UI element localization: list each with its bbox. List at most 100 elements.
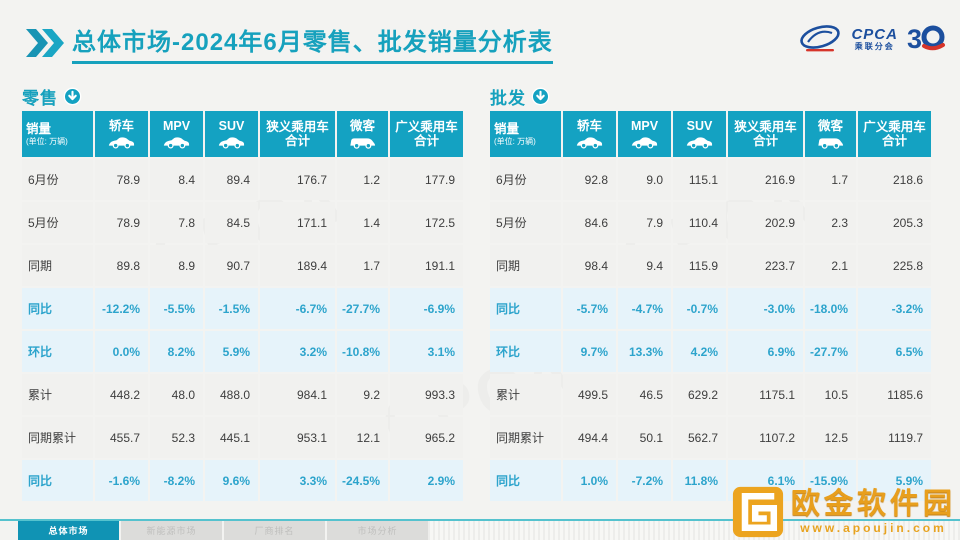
page-title-rest: -2024年6月零售、批发销量分析表 <box>172 29 553 56</box>
row-label: 累计 <box>22 374 93 415</box>
double-chevron-icon <box>26 29 64 57</box>
footer-tab-4[interactable]: 市场分析 <box>327 521 428 540</box>
row-label: 5月份 <box>22 202 93 243</box>
sedan-icon <box>576 137 603 149</box>
footer-tab-bar: 总体市场 新能源市场 厂商排名 市场分析 <box>18 521 428 540</box>
cell-value: 8.9 <box>150 245 203 286</box>
cell-value: 993.3 <box>390 374 463 415</box>
cell-value: 78.9 <box>95 202 148 243</box>
column-header-suv: SUV <box>205 111 258 157</box>
row-label: 同期 <box>490 245 561 286</box>
cell-value: 499.5 <box>563 374 616 415</box>
cpca-subtext: 乘联分会 <box>854 41 895 51</box>
circle-down-arrow-icon <box>531 87 550 105</box>
row-label: 同比 <box>22 288 93 329</box>
cpca-logo-text: CPCA 乘联分会 <box>851 27 898 51</box>
column-header-sales: 销量 (单位: 万辆) <box>22 111 93 157</box>
cell-value: 1175.1 <box>728 374 803 415</box>
anniversary-digit: 3 <box>906 23 922 54</box>
cell-value: 115.1 <box>673 159 726 200</box>
cell-value: 562.7 <box>673 417 726 458</box>
column-header-suv: SUV <box>673 111 726 157</box>
cell-value: 12.5 <box>805 417 856 458</box>
site-watermark: 欧金软件园 www.apoujin.com <box>732 486 956 538</box>
cell-value: 189.4 <box>260 245 335 286</box>
title-bar: 总体市场-2024年6月零售、批发销量分析表 <box>24 22 553 64</box>
gold-spiral-logo-icon <box>732 486 784 538</box>
cell-value: 171.1 <box>260 202 335 243</box>
cell-value: 89.4 <box>205 159 258 200</box>
cell-value: 172.5 <box>390 202 463 243</box>
cell-value: 12.1 <box>337 417 388 458</box>
cell-value: 8.4 <box>150 159 203 200</box>
cell-value: 223.7 <box>728 245 803 286</box>
cell-value: 9.7% <box>563 331 616 372</box>
cell-value: -5.5% <box>150 288 203 329</box>
column-header-narrow-pv-total: 狭义乘用车 合计 <box>728 111 803 157</box>
column-header-label: 微客 <box>349 119 375 134</box>
cell-value: 110.4 <box>673 202 726 243</box>
cell-value: -0.7% <box>673 288 726 329</box>
cell-value: -7.2% <box>618 460 671 501</box>
page-title: 总体市场-2024年6月零售、批发销量分析表 <box>72 22 553 64</box>
column-header-label: 合计 <box>752 134 778 148</box>
circle-down-arrow-icon <box>63 87 82 105</box>
footer-tab-1[interactable]: 总体市场 <box>18 521 119 540</box>
column-header-label: 合计 <box>881 134 907 148</box>
footer-tab-3[interactable]: 厂商排名 <box>224 521 325 540</box>
cell-value: 6.9% <box>728 331 803 372</box>
site-watermark-brand: 欧金软件园 <box>790 488 956 520</box>
sedan-icon <box>108 137 135 149</box>
cell-value: 84.5 <box>205 202 258 243</box>
cell-value: 9.0 <box>618 159 671 200</box>
cell-value: 984.1 <box>260 374 335 415</box>
column-header-label: SUV <box>686 119 713 134</box>
site-watermark-text: 欧金软件园 www.apoujin.com <box>790 488 956 535</box>
cell-value: -3.2% <box>858 288 931 329</box>
cell-value: -27.7% <box>805 331 856 372</box>
column-header-label: 合计 <box>284 134 310 148</box>
cell-value: 965.2 <box>390 417 463 458</box>
cell-value: 84.6 <box>563 202 616 243</box>
row-label: 环比 <box>22 331 93 372</box>
cell-value: 92.8 <box>563 159 616 200</box>
footer-tab-2[interactable]: 新能源市场 <box>121 521 222 540</box>
cell-value: 5.9% <box>205 331 258 372</box>
column-header-unit: (单位: 万辆) <box>494 136 536 146</box>
column-header-label: 销量 <box>494 122 520 137</box>
column-header-label: 广义乘用车 <box>863 119 926 134</box>
row-label: 6月份 <box>490 159 561 200</box>
column-header-microvan: 微客 <box>805 111 856 157</box>
retail-section: 零售 销量 (单位: 万辆) 轿车 MPV SUV 狭义乘用车 合计 微客 广义乘用车 合计 6月份… <box>22 84 465 501</box>
mpv-icon <box>631 137 658 149</box>
cell-value: 3.1% <box>390 331 463 372</box>
column-header-label: MPV <box>630 119 659 134</box>
suv-icon <box>686 137 713 149</box>
cell-value: -12.2% <box>95 288 148 329</box>
cell-value: 953.1 <box>260 417 335 458</box>
cell-value: -10.8% <box>337 331 388 372</box>
cell-value: 3.2% <box>260 331 335 372</box>
column-header-sales: 销量 (单位: 万辆) <box>490 111 561 157</box>
column-header-label: 销量 <box>26 122 52 137</box>
cell-value: 0.0% <box>95 331 148 372</box>
cell-value: 9.4 <box>618 245 671 286</box>
cell-value: -27.7% <box>337 288 388 329</box>
column-header-broad-pv-total: 广义乘用车 合计 <box>858 111 931 157</box>
cell-value: 176.7 <box>260 159 335 200</box>
column-header-label: 微客 <box>817 119 843 134</box>
minibus-icon <box>818 138 844 149</box>
row-label: 累计 <box>490 374 561 415</box>
column-header-broad-pv-total: 广义乘用车 合计 <box>390 111 463 157</box>
cell-value: 205.3 <box>858 202 931 243</box>
cell-value: 89.8 <box>95 245 148 286</box>
row-label: 同期累计 <box>22 417 93 458</box>
cell-value: 7.9 <box>618 202 671 243</box>
cell-value: -6.7% <box>260 288 335 329</box>
cell-value: 10.5 <box>805 374 856 415</box>
footer-divider <box>0 519 960 521</box>
cell-value: 448.2 <box>95 374 148 415</box>
cell-value: 202.9 <box>728 202 803 243</box>
cell-value: 46.5 <box>618 374 671 415</box>
cell-value: 8.2% <box>150 331 203 372</box>
